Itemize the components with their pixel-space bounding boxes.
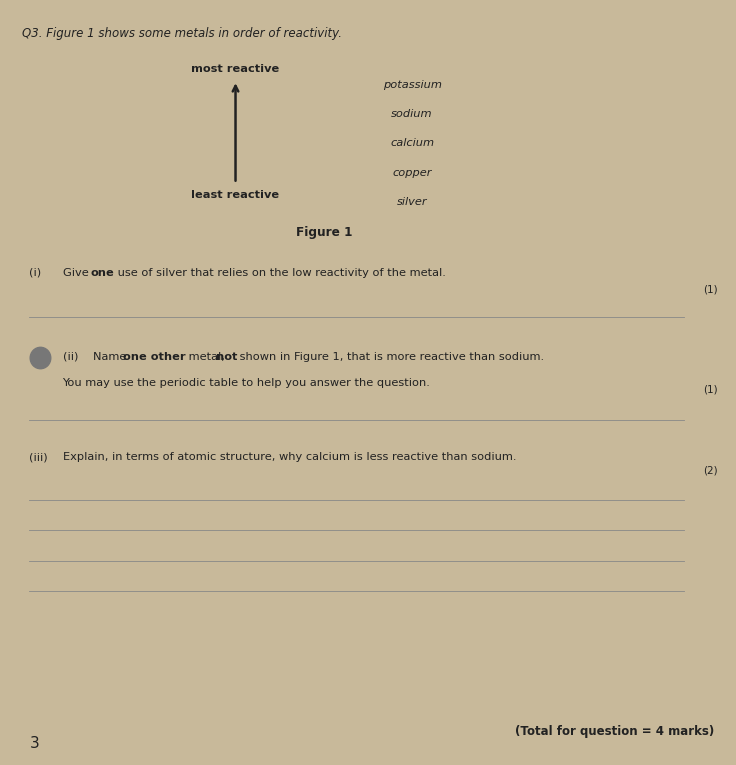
Text: (i): (i) xyxy=(29,268,41,278)
Text: Figure 1: Figure 1 xyxy=(296,226,352,239)
Text: use of silver that relies on the low reactivity of the metal.: use of silver that relies on the low rea… xyxy=(114,268,446,278)
Text: metal,: metal, xyxy=(185,352,229,362)
Text: 3: 3 xyxy=(29,736,39,751)
Text: one other: one other xyxy=(123,352,185,362)
Text: one: one xyxy=(91,268,114,278)
Text: You may use the periodic table to help you answer the question.: You may use the periodic table to help y… xyxy=(63,378,431,388)
Text: (Total for question = 4 marks): (Total for question = 4 marks) xyxy=(514,725,714,738)
Text: (iii): (iii) xyxy=(29,452,48,462)
Text: silver: silver xyxy=(397,197,428,207)
Circle shape xyxy=(30,347,51,369)
Text: Name: Name xyxy=(93,352,130,362)
Text: potassium: potassium xyxy=(383,80,442,90)
Text: (1): (1) xyxy=(703,384,718,394)
Text: Explain, in terms of atomic structure, why calcium is less reactive than sodium.: Explain, in terms of atomic structure, w… xyxy=(63,452,516,462)
Text: Give: Give xyxy=(63,268,92,278)
Text: copper: copper xyxy=(392,168,432,177)
Text: (2): (2) xyxy=(703,466,718,476)
Text: least reactive: least reactive xyxy=(191,190,280,200)
Text: most reactive: most reactive xyxy=(191,64,280,74)
Text: sodium: sodium xyxy=(392,109,433,119)
Text: (ii): (ii) xyxy=(63,352,78,362)
Text: calcium: calcium xyxy=(390,138,434,148)
Text: not: not xyxy=(216,352,237,362)
Text: shown in Figure 1, that is more reactive than sodium.: shown in Figure 1, that is more reactive… xyxy=(236,352,544,362)
Text: (1): (1) xyxy=(703,285,718,295)
Text: Q3. Figure 1 shows some metals in order of reactivity.: Q3. Figure 1 shows some metals in order … xyxy=(22,27,342,40)
